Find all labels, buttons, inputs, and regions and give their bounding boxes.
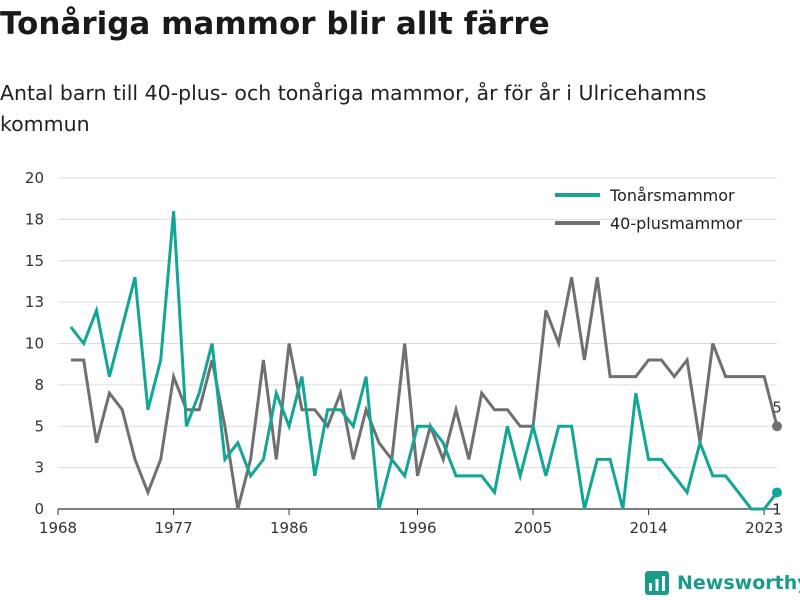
y-tick-label: 3 — [34, 459, 44, 477]
y-tick-label: 18 — [25, 210, 44, 228]
x-tick-label: 1986 — [270, 519, 308, 537]
x-tick-label: 2014 — [630, 519, 668, 537]
end-value-label: 1 — [772, 500, 782, 518]
newsworthy-logo-icon — [645, 571, 669, 595]
newsworthy-brand: Newsworthy — [645, 567, 800, 599]
legend-label: 40-plusmammor — [610, 214, 743, 233]
y-tick-label: 10 — [25, 335, 44, 353]
x-tick-label: 1968 — [39, 519, 77, 537]
y-tick-label: 0 — [34, 500, 44, 518]
x-tick-label: 1996 — [398, 519, 436, 537]
y-tick-label: 5 — [34, 417, 44, 435]
end-point-40-plusmammor — [772, 421, 782, 432]
chart-subtitle: Antal barn till 40-plus- och tonåriga ma… — [0, 81, 707, 136]
brand-name: Newsworthy — [677, 572, 800, 594]
x-tick-label: 2023 — [745, 519, 783, 537]
y-tick-label: 20 — [25, 169, 44, 187]
legend-label: Tonårsmammor — [609, 186, 735, 205]
chart-title: Tonåriga mammor blir allt färre — [0, 6, 550, 42]
x-tick-label: 1977 — [154, 519, 192, 537]
y-tick-label: 13 — [25, 293, 44, 311]
end-value-label: 5 — [772, 398, 782, 416]
series-line-tonarsmammor — [69, 210, 779, 511]
x-tick-label: 2005 — [514, 519, 552, 537]
end-point-tonarsmammor — [772, 487, 782, 498]
y-tick-label: 8 — [34, 376, 44, 394]
y-tick-label: 15 — [25, 252, 44, 270]
series-line-40-plusmammor — [70, 277, 779, 510]
